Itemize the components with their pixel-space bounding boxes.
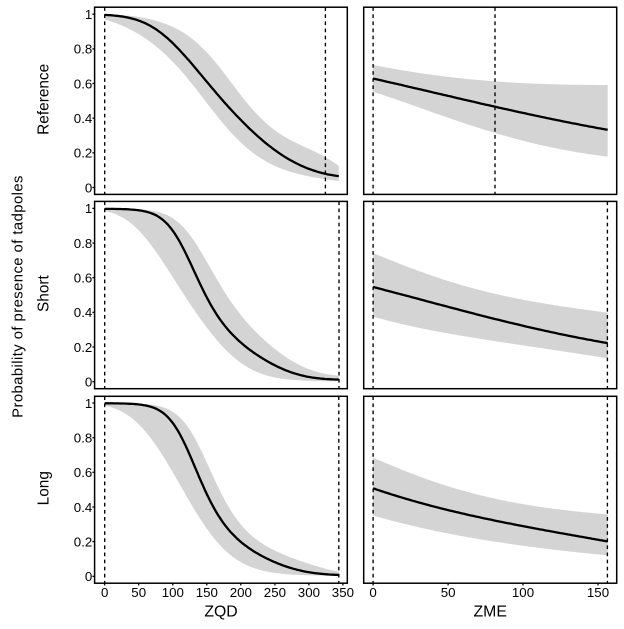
svg-text:0: 0	[85, 375, 92, 390]
svg-text:300: 300	[298, 585, 320, 600]
svg-text:ZME: ZME	[474, 604, 507, 621]
svg-text:50: 50	[131, 585, 146, 600]
svg-text:0.2: 0.2	[74, 534, 93, 549]
svg-text:0.6: 0.6	[74, 76, 93, 91]
svg-text:0: 0	[85, 569, 92, 584]
svg-text:0.8: 0.8	[74, 236, 93, 251]
svg-text:150: 150	[587, 585, 609, 600]
svg-text:0: 0	[369, 585, 376, 600]
svg-text:1: 1	[85, 7, 92, 22]
svg-text:0.2: 0.2	[74, 340, 93, 355]
svg-text:0.4: 0.4	[74, 111, 93, 126]
svg-text:Reference: Reference	[35, 64, 52, 135]
svg-text:0.8: 0.8	[74, 42, 93, 57]
svg-text:0.6: 0.6	[74, 465, 93, 480]
svg-text:Long: Long	[35, 471, 52, 505]
svg-text:0.4: 0.4	[74, 500, 93, 515]
svg-text:50: 50	[441, 585, 456, 600]
svg-text:150: 150	[196, 585, 218, 600]
svg-text:ZQD: ZQD	[204, 604, 237, 621]
svg-text:1: 1	[85, 396, 92, 411]
svg-text:0.6: 0.6	[74, 271, 93, 286]
svg-text:0: 0	[85, 180, 92, 195]
svg-text:0.4: 0.4	[74, 305, 93, 320]
svg-text:0.2: 0.2	[74, 146, 93, 161]
svg-text:350: 350	[332, 585, 354, 600]
svg-text:100: 100	[162, 585, 184, 600]
svg-text:0.8: 0.8	[74, 431, 93, 446]
svg-text:100: 100	[512, 585, 534, 600]
svg-text:200: 200	[230, 585, 252, 600]
svg-text:Short: Short	[35, 274, 52, 312]
svg-text:0: 0	[101, 585, 108, 600]
svg-text:1: 1	[85, 201, 92, 216]
svg-text:Probability of presence of tad: Probability of presence of tadpoles	[10, 175, 26, 418]
svg-text:250: 250	[264, 585, 286, 600]
